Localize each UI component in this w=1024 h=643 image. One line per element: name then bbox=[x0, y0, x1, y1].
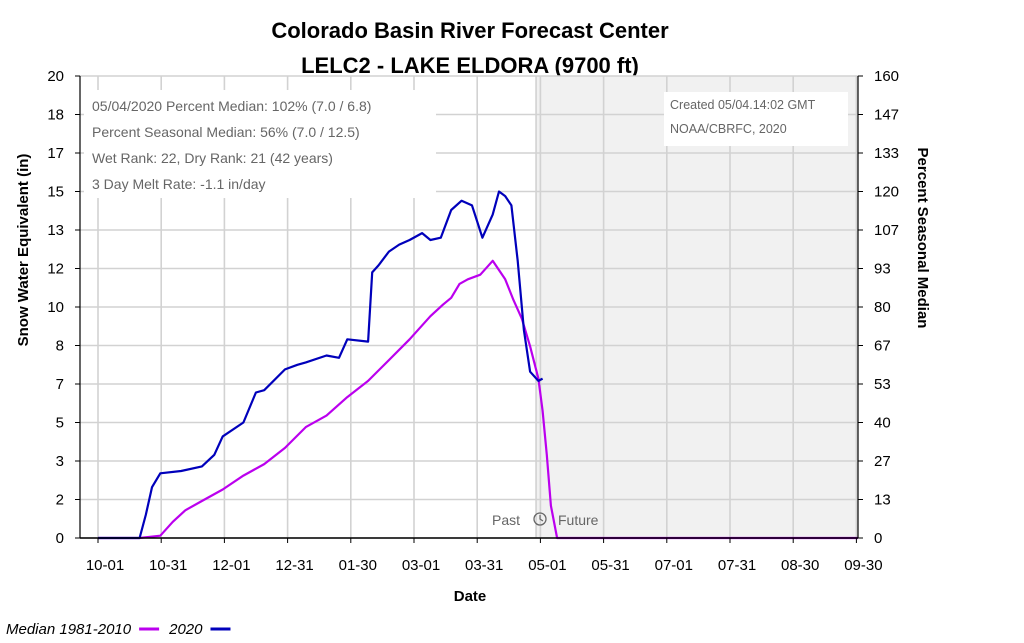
y2-tick-label: 13 bbox=[874, 492, 891, 509]
y-tick-label: 2 bbox=[56, 492, 64, 509]
x-tick-label: 07-31 bbox=[718, 557, 756, 574]
created-line: NOAA/CBRFC, 2020 bbox=[670, 122, 787, 136]
x-tick-label: 08-30 bbox=[781, 557, 819, 574]
created-line: Created 05/04.14:02 GMT bbox=[670, 98, 816, 112]
y-tick-label: 0 bbox=[56, 530, 64, 547]
chart-subtitle: LELC2 - LAKE ELDORA (9700 ft) bbox=[301, 53, 639, 78]
info-line: 05/04/2020 Percent Median: 102% (7.0 / 6… bbox=[92, 98, 371, 114]
y-tick-label: 10 bbox=[47, 299, 64, 316]
y-tick-label: 7 bbox=[56, 376, 64, 393]
x-tick-label: 05-31 bbox=[591, 557, 629, 574]
x-tick-label: 03-31 bbox=[465, 557, 503, 574]
y2-tick-label: 107 bbox=[874, 222, 899, 239]
y2-tick-label: 93 bbox=[874, 261, 891, 278]
info-line: 3 Day Melt Rate: -1.1 in/day bbox=[92, 176, 266, 192]
y2-axis-title: Percent Seasonal Median bbox=[914, 148, 931, 329]
x-tick-label: 07-01 bbox=[655, 557, 693, 574]
x-axis-title: Date bbox=[454, 588, 487, 605]
y2-tick-label: 53 bbox=[874, 376, 891, 393]
clock-hands-icon bbox=[539, 515, 544, 522]
y-tick-label: 17 bbox=[47, 145, 64, 162]
y2-tick-label: 133 bbox=[874, 145, 899, 162]
info-box bbox=[84, 90, 436, 198]
x-tick-label: 09-30 bbox=[844, 557, 882, 574]
y2-tick-label: 147 bbox=[874, 107, 899, 124]
x-tick-label: 10-01 bbox=[86, 557, 124, 574]
x-tick-label: 12-01 bbox=[212, 557, 250, 574]
y-tick-label: 3 bbox=[56, 453, 64, 470]
y-tick-label: 20 bbox=[47, 68, 64, 85]
y-tick-label: 5 bbox=[56, 415, 64, 432]
x-tick-label: 10-31 bbox=[149, 557, 187, 574]
y2-tick-label: 160 bbox=[874, 68, 899, 85]
legend-label: Median 1981-2010 bbox=[6, 621, 132, 638]
series-line-2020 bbox=[98, 190, 544, 540]
y2-tick-label: 40 bbox=[874, 415, 891, 432]
y2-tick-label: 120 bbox=[874, 184, 899, 201]
y-tick-label: 12 bbox=[47, 261, 64, 278]
x-tick-label: 12-31 bbox=[275, 557, 313, 574]
legend-label: 2020 bbox=[168, 621, 203, 638]
series-line-median bbox=[98, 259, 858, 540]
y2-tick-label: 27 bbox=[874, 453, 891, 470]
info-line: Percent Seasonal Median: 56% (7.0 / 12.5… bbox=[92, 124, 360, 140]
y2-tick-label: 67 bbox=[874, 338, 891, 355]
y2-tick-label: 80 bbox=[874, 299, 891, 316]
x-tick-label: 01-30 bbox=[339, 557, 377, 574]
y2-tick-label: 0 bbox=[874, 530, 882, 547]
x-tick-label: 03-01 bbox=[402, 557, 440, 574]
past-label: Past bbox=[492, 512, 520, 528]
y-axis-title: Snow Water Equivalent (in) bbox=[15, 154, 32, 347]
y-tick-label: 13 bbox=[47, 222, 64, 239]
info-line: Wet Rank: 22, Dry Rank: 21 (42 years) bbox=[92, 150, 333, 166]
x-tick-label: 05-01 bbox=[528, 557, 566, 574]
created-box bbox=[664, 92, 848, 146]
y-tick-label: 8 bbox=[56, 338, 64, 355]
clock-icon bbox=[533, 512, 547, 526]
future-label: Future bbox=[558, 512, 599, 528]
chart-title: Colorado Basin River Forecast Center bbox=[271, 18, 669, 43]
y-tick-label: 18 bbox=[47, 107, 64, 124]
y-tick-label: 15 bbox=[47, 184, 64, 201]
